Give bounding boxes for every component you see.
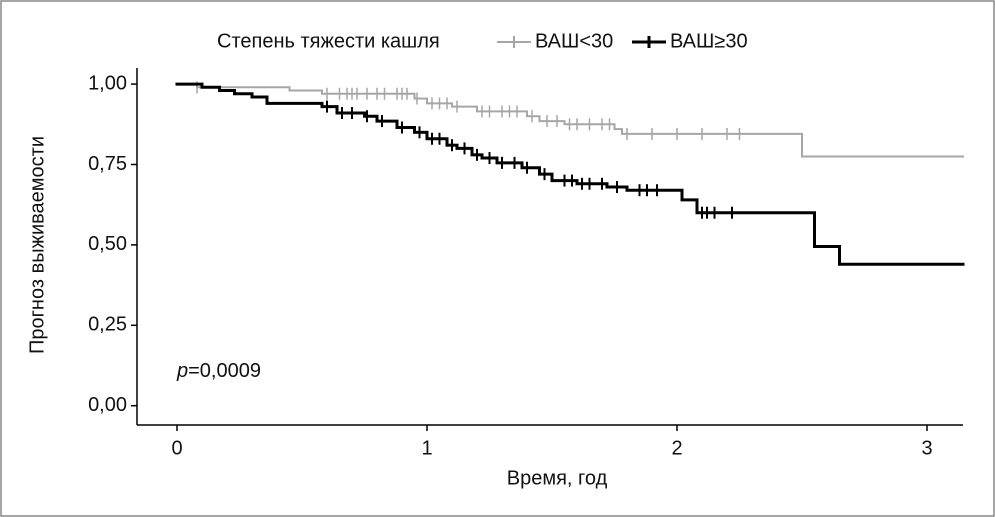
- legend-label: ВАШ<30: [535, 30, 613, 52]
- annotation: p=0,0009: [176, 360, 261, 382]
- legend-label: ВАШ≥30: [670, 30, 748, 52]
- x-tick-label: 3: [921, 437, 932, 459]
- x-tick-label: 0: [171, 437, 182, 459]
- y-tick-label: 1,00: [88, 72, 127, 94]
- y-tick-label: 0,00: [88, 394, 127, 416]
- legend-title: Степень тяжести кашля: [217, 30, 440, 52]
- y-axis-label: Прогноз выживаемости: [26, 136, 48, 354]
- annotation-symbol: p: [176, 360, 188, 382]
- annotation-text: =0,0009: [188, 360, 261, 382]
- y-tick-label: 0,75: [88, 153, 127, 175]
- y-tick-label: 0,25: [88, 314, 127, 336]
- x-axis-label: Время, год: [507, 467, 608, 489]
- x-tick-label: 1: [421, 437, 432, 459]
- y-tick-label: 0,50: [88, 233, 127, 255]
- x-tick-label: 2: [671, 437, 682, 459]
